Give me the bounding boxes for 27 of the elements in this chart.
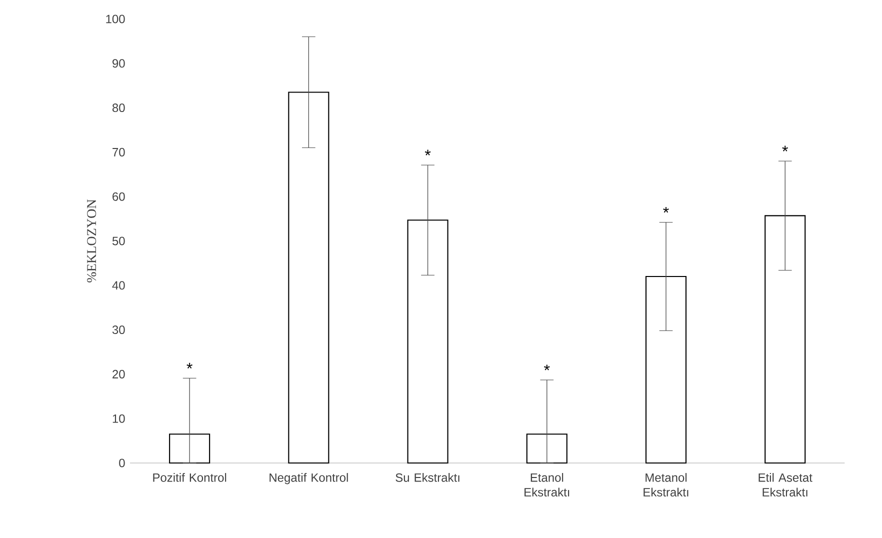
x-tick-label: Metanol Ekstraktı	[644, 473, 688, 497]
y-axis-title: %EKLOZYON	[87, 199, 96, 282]
y-tick-label: 20	[112, 370, 125, 378]
x-tick-label: Etanol Ekstraktı	[524, 473, 570, 497]
x-tick-label: Negatif Kontrol	[270, 473, 348, 484]
y-tick-label: 30	[112, 326, 125, 334]
x-tick-label: Pozitif Kontrol	[153, 473, 226, 482]
y-tick-label: 10	[112, 414, 125, 423]
y-tick-label: 50	[112, 236, 125, 246]
y-tick-label: 40	[112, 281, 125, 290]
bar	[764, 215, 806, 464]
x-tick-label: Etil Asetat Ekstraktı	[758, 473, 812, 497]
annotation: *	[186, 362, 192, 369]
x-tick-label: Su Ekstraktı	[396, 473, 460, 482]
y-tick-label: 60	[112, 192, 125, 201]
annotation: *	[663, 207, 669, 213]
bar	[407, 220, 448, 464]
y-tick-label: 100	[106, 14, 125, 24]
y-tick-label: 70	[112, 148, 125, 156]
bar	[288, 92, 330, 464]
annotation: *	[782, 146, 788, 152]
annotation: *	[424, 150, 431, 156]
y-tick-label: 0	[119, 458, 125, 468]
y-tick-label: 80	[112, 104, 125, 112]
annotation: *	[544, 364, 550, 370]
bar	[645, 276, 687, 464]
y-tick-label: 90	[112, 59, 125, 68]
